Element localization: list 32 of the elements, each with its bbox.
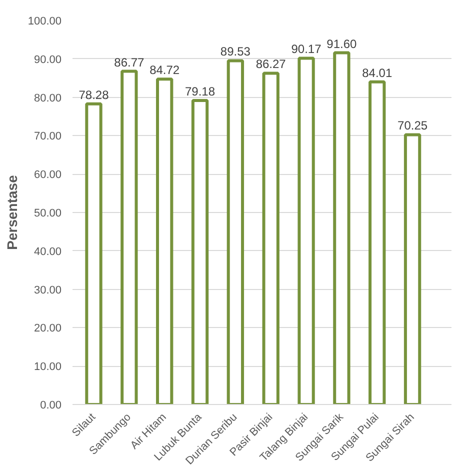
bar	[404, 133, 422, 404]
data-label: 86.27	[256, 57, 286, 72]
data-label: 78.28	[78, 88, 110, 102]
y-tick-label: 0.00	[40, 400, 62, 412]
bar	[368, 80, 386, 404]
data-label: 79.18	[185, 84, 216, 98]
y-tick-label: 100.00	[28, 16, 62, 28]
bar	[262, 72, 280, 404]
y-tick-label: 80.00	[34, 92, 62, 104]
y-tick-label: 10.00	[34, 361, 62, 374]
y-tick-label: 90.00	[34, 54, 62, 66]
data-label: 70.25	[398, 118, 428, 133]
bar	[298, 56, 315, 404]
y-tick-label: 60.00	[34, 169, 62, 182]
bar	[120, 70, 138, 404]
data-label: 90.17	[291, 42, 322, 56]
data-label: 91.60	[326, 36, 358, 51]
bar	[156, 78, 174, 404]
y-tick-label: 40.00	[34, 246, 62, 258]
y-tick-label: 30.00	[34, 284, 62, 296]
y-axis-title: Persentase	[4, 174, 20, 250]
y-tick-label: 20.00	[34, 322, 62, 335]
data-label: 84.72	[150, 63, 180, 78]
y-tick-label: 70.00	[34, 130, 62, 143]
y-tick-label: 50.00	[34, 208, 62, 220]
data-label: 89.53	[220, 44, 251, 59]
bar	[333, 51, 350, 404]
bar	[85, 102, 102, 404]
bar	[191, 98, 209, 404]
data-label: 86.77	[114, 55, 145, 70]
data-label: 84.01	[362, 66, 392, 80]
bar	[226, 59, 244, 404]
